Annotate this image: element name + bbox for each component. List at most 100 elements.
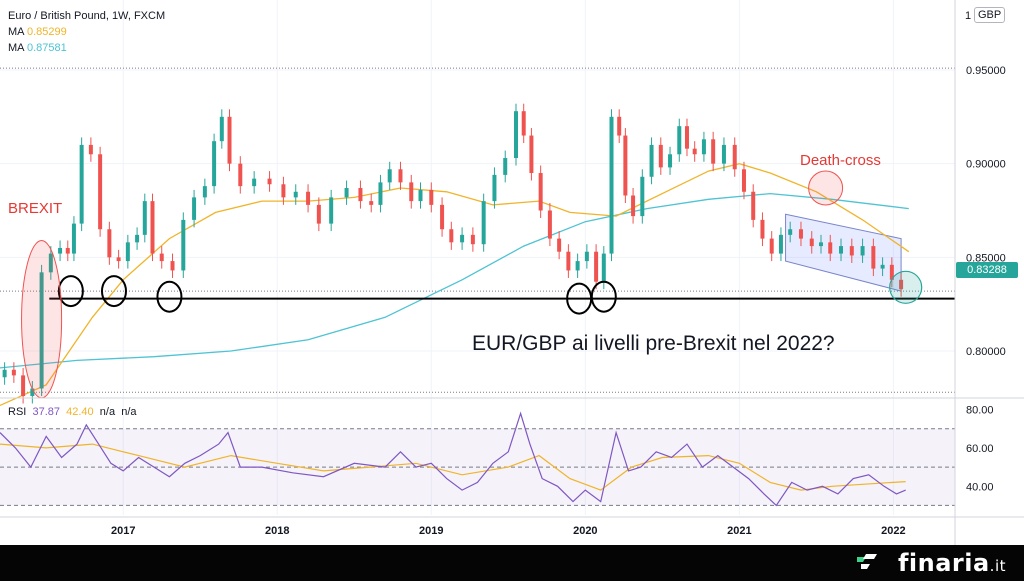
candle-body — [594, 251, 599, 282]
candle-body — [192, 197, 197, 220]
rsi-y-tick-label: 60.00 — [966, 443, 994, 455]
x-tick-label: 2022 — [881, 525, 905, 537]
brand-tld: .it — [989, 557, 1006, 575]
candle-body — [481, 201, 486, 245]
axes: 2017 2018 2019 2020 2021 2022 0.95000 0.90000 0.… — [0, 0, 1024, 545]
candle-body — [584, 251, 589, 262]
candle-body — [429, 189, 434, 205]
candle-body — [721, 144, 726, 164]
candle-body — [751, 191, 756, 220]
candle-body — [135, 234, 140, 243]
candle-body — [142, 201, 147, 235]
y-tick-label: 0.95000 — [966, 65, 1006, 77]
candle-body — [818, 242, 823, 247]
y-tick-label: 0.90000 — [966, 159, 1006, 171]
touch-circle — [57, 275, 84, 308]
candle-body — [760, 219, 765, 239]
candle-body — [159, 253, 164, 262]
candle-body — [409, 182, 414, 202]
ma-slow-line — [0, 192, 909, 369]
rsi-y-tick-label: 80.00 — [966, 405, 994, 417]
candle-body — [778, 234, 783, 254]
rsi-ma-value: 42.40 — [66, 406, 94, 418]
x-tick-label: 2017 — [111, 525, 135, 537]
touch-circle — [156, 280, 183, 313]
candle-body — [809, 238, 814, 247]
candle-body — [71, 223, 76, 254]
candle-body — [640, 176, 645, 217]
candle-body — [418, 189, 423, 202]
candle-body — [609, 116, 614, 254]
footer-bar: finaria.it — [0, 545, 1024, 581]
candle-body — [306, 191, 311, 205]
candle-body — [344, 188, 349, 198]
rsi-ma-line — [0, 443, 906, 491]
candle-body — [150, 201, 155, 254]
candle-body — [860, 246, 865, 256]
candle-body — [79, 144, 84, 224]
candle-body — [601, 253, 606, 282]
candle-body — [701, 139, 706, 155]
brand-name[interactable]: finaria.it — [898, 549, 1006, 577]
candle-body — [668, 154, 673, 168]
candle-body — [899, 279, 904, 290]
candle-body — [48, 253, 53, 273]
rsi-na-2: n/a — [121, 406, 137, 418]
candle-body — [267, 178, 272, 185]
touch-circle — [889, 270, 923, 304]
y-tick-label: 0.85000 — [966, 252, 1006, 264]
x-tick-label: 2021 — [727, 525, 751, 537]
finaria-logo-icon — [857, 554, 877, 569]
touch-circle — [100, 275, 127, 308]
candle-body — [575, 261, 580, 271]
chart-canvas: 2017 2018 2019 2020 2021 2022 0.95000 0.90000 0.… — [0, 0, 1024, 545]
ma1-label: MA — [8, 26, 24, 38]
candle-body — [798, 229, 803, 239]
candle-body — [21, 375, 26, 396]
candle-body — [828, 242, 833, 254]
symbol-title: Euro / British Pound, 1W, FXCM — [8, 10, 166, 22]
candle-body — [107, 229, 112, 258]
candle-body — [538, 173, 543, 211]
candle-body — [547, 210, 552, 239]
annotations-layer: BREXIT Death-cross EUR/GBP ai livelli pr… — [8, 152, 881, 355]
candle-body — [849, 246, 854, 256]
candle-body — [387, 169, 392, 183]
x-tick-label: 2018 — [265, 525, 289, 537]
candle-body — [11, 369, 16, 376]
candle-body — [623, 135, 628, 196]
candle-body — [238, 163, 243, 187]
candle-body — [398, 169, 403, 183]
candle-body — [449, 229, 454, 243]
y-top-tick-label: 1 — [965, 10, 971, 22]
candle-body — [839, 246, 844, 254]
brexit-ellipse — [21, 239, 63, 399]
candle-body — [788, 229, 793, 235]
candle-body — [492, 174, 497, 202]
candle-body — [566, 251, 571, 271]
candle-body — [378, 182, 383, 205]
candle-body — [649, 144, 654, 177]
candle-body — [58, 247, 63, 254]
candle-body — [692, 148, 697, 155]
currency-badge[interactable]: GBP — [974, 7, 1006, 23]
candle-body — [329, 197, 334, 224]
headline-annotation: EUR/GBP ai livelli pre-Brexit nel 2022? — [472, 332, 835, 355]
candle-body — [39, 272, 44, 389]
candle-body — [212, 141, 217, 187]
candle-body — [677, 126, 682, 155]
candle-body — [684, 126, 689, 149]
candle-body — [503, 158, 508, 175]
price-pane — [0, 67, 955, 406]
ma2-label: MA — [8, 42, 24, 54]
death-cross-annotation: Death-cross — [800, 152, 881, 169]
candle-body — [369, 201, 374, 205]
grid — [0, 0, 955, 515]
candle-body — [631, 195, 636, 217]
candle-body — [170, 261, 175, 271]
candle-body — [741, 169, 746, 192]
candle-body — [181, 219, 186, 271]
candle-body — [658, 144, 663, 168]
candle-body — [252, 178, 257, 187]
rsi-legend: RSI 37.87 42.40 n/a n/a — [8, 406, 137, 418]
